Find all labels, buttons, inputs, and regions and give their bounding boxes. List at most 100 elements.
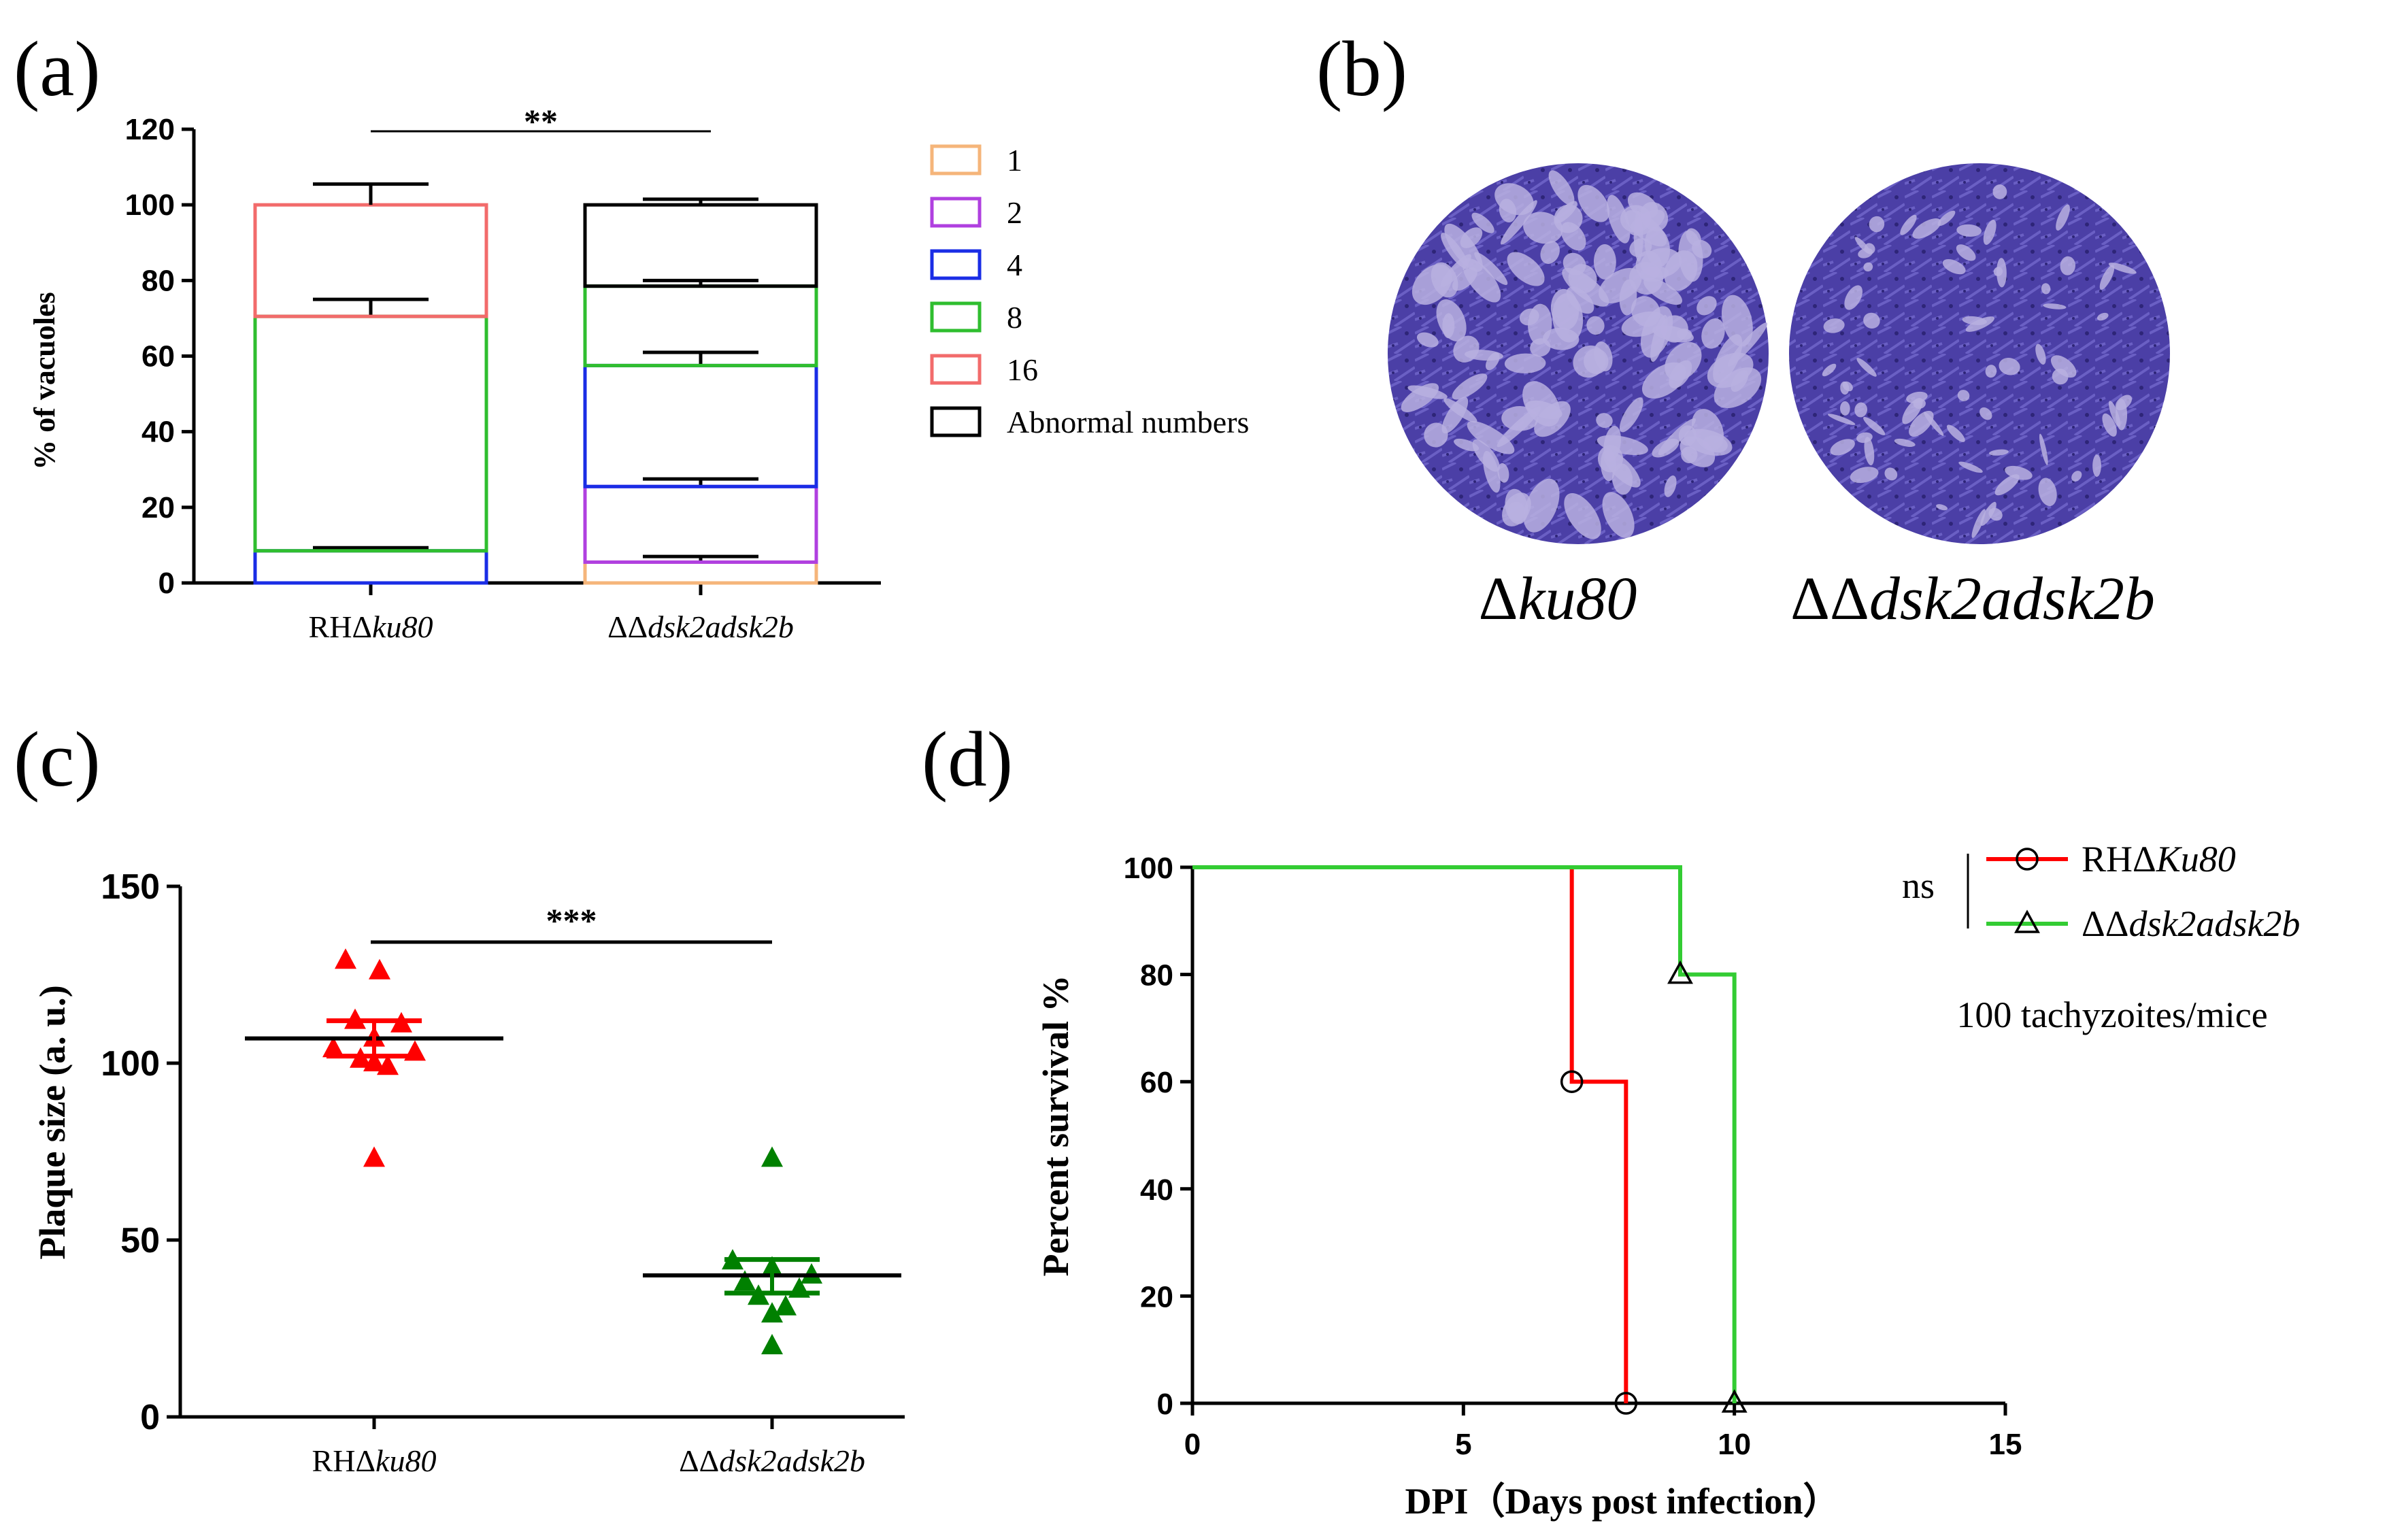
plaque-hole	[1844, 285, 1863, 310]
plaque-hole	[1471, 212, 1494, 233]
plaque-hole	[1864, 437, 1875, 466]
plaque-hole	[2096, 312, 2109, 321]
plaque-hole	[1463, 258, 1501, 303]
plaque-hole	[1573, 345, 1606, 378]
plaque-hole	[1900, 214, 1917, 235]
plaque-hole	[1441, 397, 1469, 434]
panel-d: (d) 0 20 40 60 80 100 0 5 10 15 Percent survival …	[922, 716, 2300, 1522]
plaque-hole	[1936, 504, 1948, 511]
panel-c-label: (c)	[14, 716, 101, 803]
panel-d-annotation: 100 tachyzoites/mice	[1956, 994, 2267, 1035]
plaque-hole	[2108, 263, 2137, 274]
panel-a: (a) 0 20 40 60 80 100 120 RHΔku80 ΔΔdsk2adsk2b 1…	[14, 26, 1249, 644]
censor-marker	[1560, 1070, 1584, 1093]
plaque-hole	[1528, 303, 1552, 345]
bar-segment	[583, 363, 818, 488]
plaque-hole	[1564, 492, 1601, 539]
plaque-hole	[1731, 370, 1749, 392]
plaque-hole	[1988, 449, 2009, 456]
plaque-hole	[1596, 413, 1613, 429]
x-tick-label-prefix: ΔΔ	[679, 1443, 719, 1478]
panel-c-ylabel: Plaque size (a. u.)	[32, 985, 73, 1259]
plaque-hole	[1619, 397, 1643, 433]
legend-label: 16	[1007, 352, 1038, 387]
data-point	[322, 1037, 344, 1058]
plaque-hole	[1863, 262, 1873, 272]
plaque-hole	[1956, 224, 1982, 237]
panel-a-significance: **	[524, 102, 558, 140]
panel-d-ylabel: Percent survival %	[1035, 975, 1076, 1277]
x-tick-label-prefix: ΔΔ	[607, 609, 648, 644]
x-tick-label: 15	[1989, 1428, 2022, 1461]
plaque-hole	[1979, 407, 1992, 420]
plaque-hole	[1454, 438, 1480, 452]
x-tick-label: 10	[1718, 1428, 1751, 1461]
plaque-hole	[2071, 471, 2082, 482]
plaque-hole	[2050, 355, 2077, 378]
panel-d-label: (d)	[922, 716, 1013, 803]
plaque-hole	[1611, 463, 1633, 495]
legend-marker	[2014, 909, 2040, 933]
panel-b-caption-2: ΔΔdsk2adsk2b	[1790, 565, 2155, 633]
plaque-hole	[1523, 212, 1563, 244]
y-tick-label: 100	[1124, 852, 1173, 885]
x-tick-label: 0	[1184, 1428, 1201, 1461]
panel-c-points	[245, 940, 901, 1354]
x-tick-label: ΔΔdsk2adsk2b	[607, 609, 794, 644]
y-tick-label: 50	[120, 1221, 160, 1260]
plaque-hole	[1652, 325, 1694, 343]
plaque-hole	[2005, 465, 2033, 480]
panel-d-legend: RHΔKu80 ΔΔdsk2adsk2b	[1967, 839, 2300, 944]
plaque-hole	[1993, 267, 2003, 277]
censor-marker	[1721, 1389, 1748, 1413]
plaque-hole	[2116, 399, 2128, 431]
plaque-hole	[1530, 338, 1551, 357]
plaque-hole	[1863, 312, 1880, 329]
plaque-hole	[1602, 492, 1635, 538]
plaque-hole	[1697, 296, 1717, 316]
plaque-hole	[1854, 402, 1868, 418]
plaque-hole	[1593, 244, 1616, 280]
panel-c-axes: 0 50 100 150 RHΔku80 ΔΔdsk2adsk2b	[101, 867, 905, 1478]
plaque-hole	[1401, 383, 1439, 412]
panel-c: (c) 0 50 100 150 RHΔku80 ΔΔdsk2adsk2b Plaque …	[14, 716, 905, 1478]
plaque-hole	[1507, 252, 1545, 286]
plaque-hole	[1494, 183, 1534, 216]
plaque-hole	[1946, 424, 1965, 442]
plaque-hole	[2056, 204, 2070, 231]
data-point	[761, 1302, 783, 1323]
y-tick-label: 0	[1157, 1388, 1173, 1421]
legend-label: 1	[1007, 143, 1022, 178]
plaque-hole	[1956, 244, 1976, 261]
plaque-hole	[1507, 501, 1526, 521]
legend-label: 4	[1007, 248, 1022, 282]
plaque-hole	[1641, 362, 1686, 399]
plaque-hole	[1985, 365, 1997, 378]
data-point	[775, 1294, 797, 1316]
plaque-hole	[1523, 478, 1560, 533]
plaque-hole	[1957, 390, 1970, 401]
plaque-hole	[1416, 332, 1439, 348]
plaque-hole	[1554, 204, 1583, 233]
plaque-hole	[1483, 450, 1501, 493]
bar-segment	[583, 203, 818, 288]
plaque-hole	[1863, 416, 1886, 435]
data-point	[761, 1146, 783, 1167]
x-tick-label-prefix: RHΔ	[309, 609, 372, 644]
plaque-hole	[1692, 239, 1712, 258]
panel-a-label: (a)	[14, 26, 101, 112]
plaque-hole	[2092, 454, 2101, 477]
data-point	[363, 1146, 385, 1167]
legend-marker	[2016, 848, 2039, 871]
plaque-hole	[1566, 286, 1594, 314]
legend-label: ΔΔdsk2adsk2b	[2082, 903, 2300, 944]
panel-a-legend: 1 2 4 8 16 Abnormal numbers	[930, 143, 1249, 439]
plaque-hole	[2039, 433, 2048, 465]
plaque-well-1	[1388, 163, 1769, 544]
legend-swatch	[930, 197, 982, 228]
y-tick-label: 40	[1140, 1173, 1173, 1207]
y-tick-label: 80	[141, 264, 175, 297]
legend-swatch	[930, 301, 982, 333]
data-point	[363, 1051, 385, 1071]
